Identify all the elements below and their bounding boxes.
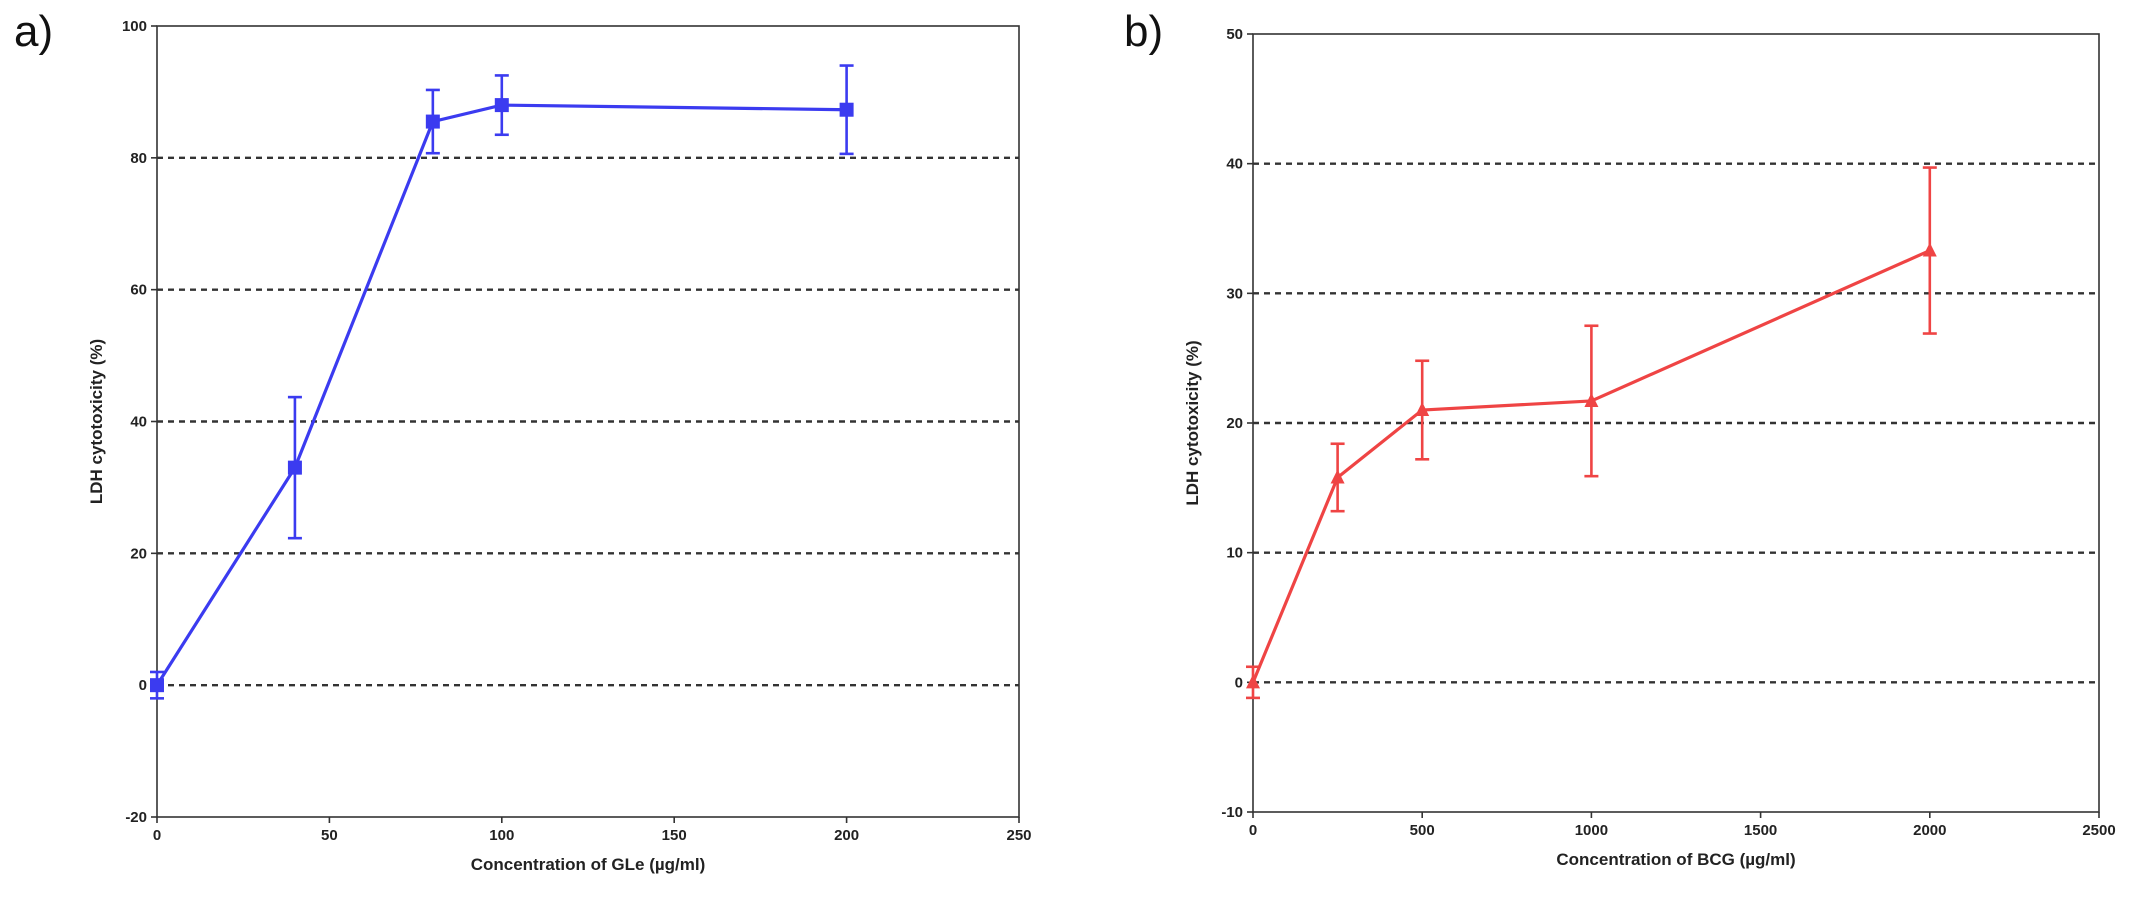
y-tick-label: 40: [130, 414, 147, 431]
data-point: [1584, 392, 1599, 407]
data-point: [425, 114, 440, 129]
x-axis-label: Concentration of GLe (µg/ml): [471, 855, 706, 874]
data-point: [1330, 469, 1345, 484]
panel-label: a): [14, 7, 53, 56]
y-tick-label: -10: [1221, 804, 1243, 821]
y-tick-label: 0: [139, 677, 147, 694]
data-point: [494, 98, 509, 113]
x-tick-label: 200: [834, 827, 859, 844]
panel-label: b): [1124, 7, 1163, 56]
y-tick-label: 0: [1235, 674, 1243, 691]
series-line: [155, 103, 847, 687]
data-point: [287, 460, 302, 475]
data-point: [1415, 402, 1430, 417]
x-tick-label: 100: [489, 827, 514, 844]
x-tick-label: 2500: [2082, 822, 2115, 839]
chart-panel-a: a) -20 0 20 40 60 80 100 0 50 100 150 200 250 Concentr…: [14, 7, 1032, 874]
y-tick-label: 60: [130, 282, 147, 299]
x-tick-label: 50: [321, 827, 338, 844]
x-tick-label: 2000: [1913, 822, 1946, 839]
y-tick-label: 100: [122, 18, 147, 35]
data-point: [839, 102, 854, 117]
data-point: [150, 678, 164, 693]
y-tick-label: -20: [125, 809, 147, 826]
x-tick-label: 1000: [1575, 822, 1608, 839]
y-tick-label: 80: [130, 150, 147, 167]
x-tick-label: 500: [1410, 822, 1435, 839]
x-tick-label: 0: [153, 827, 161, 844]
data-point: [1246, 674, 1260, 689]
y-tick-label: 10: [1226, 545, 1243, 562]
data-point: [1922, 242, 1937, 257]
y-tick-label: 20: [130, 545, 147, 562]
x-tick-label: 150: [662, 827, 687, 844]
y-axis-label: LDH cytotoxicity (%): [87, 339, 106, 504]
x-tick-label: 0: [1249, 822, 1257, 839]
y-tick-label: 40: [1226, 156, 1243, 173]
x-axis-label: Concentration of BCG (µg/ml): [1556, 850, 1795, 869]
x-tick-label: 250: [1006, 827, 1031, 844]
y-tick-label: 50: [1226, 26, 1243, 43]
y-tick-label: 30: [1226, 285, 1243, 302]
y-tick-label: 20: [1226, 415, 1243, 432]
x-tick-label: 1500: [1744, 822, 1777, 839]
y-axis-label: LDH cytotoxicity (%): [1183, 340, 1202, 505]
